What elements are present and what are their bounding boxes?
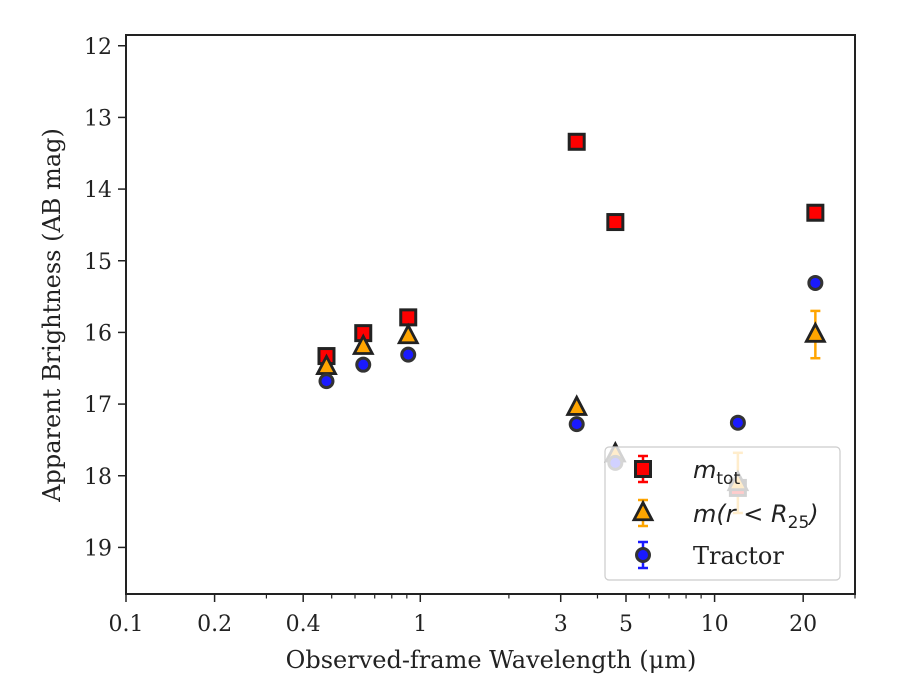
y-tick-label: 12 [84, 35, 112, 60]
data-point-square [606, 213, 625, 232]
data-point-circle [729, 414, 746, 431]
axis-ticks [118, 45, 856, 602]
data-point-triangle [396, 322, 420, 345]
x-tick-label: 5 [619, 612, 633, 637]
data-markers [315, 132, 827, 497]
x-tick-label: 0.1 [109, 612, 144, 637]
x-axis-label: Observed-frame Wavelength (μm) [286, 646, 697, 674]
data-point-circle [400, 346, 417, 363]
y-tick-label: 15 [84, 250, 112, 275]
axes-frame [125, 34, 856, 595]
x-tick-label: 0.2 [197, 612, 232, 637]
x-tick-label: 20 [789, 612, 817, 637]
x-tick-label: 1 [413, 612, 427, 637]
data-point-circle [568, 416, 585, 433]
y-axis-label: Apparent Brightness (AB mag) [38, 128, 66, 503]
plot-area [125, 34, 856, 595]
y-tick-label: 19 [84, 536, 112, 561]
x-tick-label: 3 [554, 612, 568, 637]
legend-entry: mtot [634, 454, 740, 489]
data-point-square [806, 203, 825, 222]
legend: mtot m(r < R25) Tractor [604, 446, 841, 581]
data-point-circle [355, 356, 372, 373]
legend-label: mtot [693, 456, 740, 489]
legend-marker-triangle [631, 499, 655, 522]
data-point-square [399, 308, 418, 327]
y-tick-label: 13 [84, 106, 112, 131]
x-tick-label: 10 [701, 612, 729, 637]
data-point-circle [318, 373, 335, 390]
y-tick-label: 17 [84, 393, 112, 418]
y-tick-label: 16 [84, 321, 112, 346]
y-tick-label: 18 [84, 465, 112, 490]
legend-entry: m(r < R25) [631, 498, 819, 533]
data-point-circle [807, 274, 824, 291]
data-point-triangle [804, 321, 827, 343]
y-tick-label: 14 [84, 178, 112, 203]
data-point-triangle [351, 333, 375, 355]
data-point-square [567, 132, 586, 151]
legend-label: m(r < R25) [693, 500, 819, 533]
legend-marker-square [634, 460, 652, 478]
legend-entry: Tractor [635, 540, 784, 570]
legend-marker-circle [635, 547, 651, 563]
x-tick-label: 0.4 [286, 612, 321, 637]
legend-label: Tractor [693, 542, 784, 570]
data-point-triangle [565, 394, 589, 416]
legend-box [604, 446, 841, 581]
